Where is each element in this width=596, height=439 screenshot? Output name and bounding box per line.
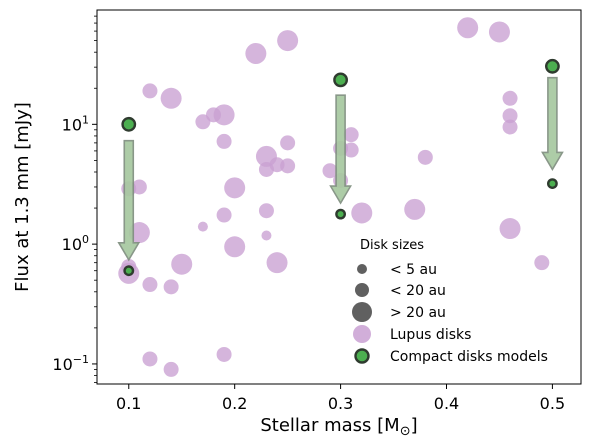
legend-label-size-small: < 5 au: [390, 262, 437, 278]
axes: 0.1 0.2 0.3 0.4 0.5 10−1 100 101 Stellar mass [M…: [12, 9, 582, 439]
compact-disk-arrow: [117, 139, 141, 262]
lupus-disk-point: [343, 127, 359, 143]
lupus-disk-point: [404, 198, 426, 220]
lupus-disk-point: [224, 236, 246, 258]
legend-title: Disk sizes: [360, 238, 424, 253]
x-tick-label: 0.1: [116, 394, 141, 413]
lupus-disk-point: [171, 253, 193, 275]
lupus-disk-point: [258, 203, 274, 219]
legend-marker-size-medium: [355, 283, 369, 297]
lupus-disk-point: [142, 277, 158, 293]
lupus-disk-point: [131, 179, 147, 195]
lupus-disk-point: [488, 21, 510, 43]
lupus-disk-point: [417, 149, 433, 165]
x-tick-label: 0.2: [222, 394, 247, 413]
legend-label-compact: Compact disks models: [390, 349, 548, 365]
plot-content: [117, 17, 564, 377]
lupus-disk-point: [502, 119, 518, 135]
lupus-disk-point: [280, 135, 296, 151]
legend: Disk sizes < 5 au < 20 au > 20 au Lupus disk…: [352, 238, 548, 365]
legend-marker-lupus: [353, 325, 371, 343]
legend-label-size-medium: < 20 au: [390, 283, 446, 299]
y-tick-label: 10−1: [52, 353, 89, 374]
compact-disk-point: [123, 265, 135, 277]
x-tick-label: 0.3: [328, 394, 353, 413]
lupus-disk-point: [322, 163, 338, 179]
lupus-disk-point: [499, 218, 521, 240]
lupus-disk-point: [163, 361, 179, 377]
lupus-disk-point: [245, 43, 267, 65]
lupus-disk-point: [216, 346, 232, 362]
lupus-disk-point: [216, 207, 232, 223]
lupus-disk-point: [534, 255, 550, 271]
lupus-disk-point: [142, 351, 158, 367]
lupus-disk-point: [351, 202, 373, 224]
lupus-disk-point: [216, 133, 232, 149]
lupus-disk-point: [224, 177, 246, 199]
compact-disk-arrow: [541, 76, 564, 172]
compact-disk-point: [121, 116, 137, 132]
lupus-disk-point: [266, 252, 288, 274]
lupus-disk-point: [502, 108, 518, 124]
compact-disk-point: [335, 208, 346, 220]
lupus-disk-point: [197, 221, 208, 232]
legend-label-lupus: Lupus disks: [390, 327, 471, 343]
lupus-disk-point: [261, 230, 272, 241]
y-tick-label: 100: [62, 233, 89, 254]
lupus-disk-point: [195, 114, 211, 130]
compact-disk-arrow: [329, 94, 352, 205]
legend-marker-size-small: [357, 264, 367, 274]
lupus-disk-point: [163, 279, 179, 295]
lupus-disk-point: [280, 158, 296, 174]
lupus-disk-point: [160, 87, 182, 109]
y-axis-label: Flux at 1.3 mm [mJy]: [12, 102, 33, 292]
plot-frame: [96, 9, 582, 385]
lupus-disk-point: [457, 17, 479, 39]
lupus-disk-point: [128, 222, 150, 244]
legend-marker-compact: [354, 348, 370, 364]
compact-disk-point: [545, 58, 560, 74]
y-tick-label: 101: [62, 113, 89, 134]
compact-disk-point: [333, 72, 348, 88]
x-tick-label: 0.5: [540, 394, 565, 413]
lupus-disk-point: [277, 30, 299, 52]
legend-label-size-large: > 20 au: [390, 305, 446, 321]
legend-marker-size-large: [352, 302, 372, 322]
lupus-disk-point: [142, 83, 158, 99]
x-axis-label: Stellar mass [M⊙]: [260, 415, 417, 439]
x-tick-label: 0.4: [434, 394, 459, 413]
lupus-disk-point: [213, 104, 235, 126]
lupus-disk-point: [502, 90, 518, 106]
compact-disk-point: [547, 178, 558, 190]
lupus-disk-point: [343, 142, 359, 158]
